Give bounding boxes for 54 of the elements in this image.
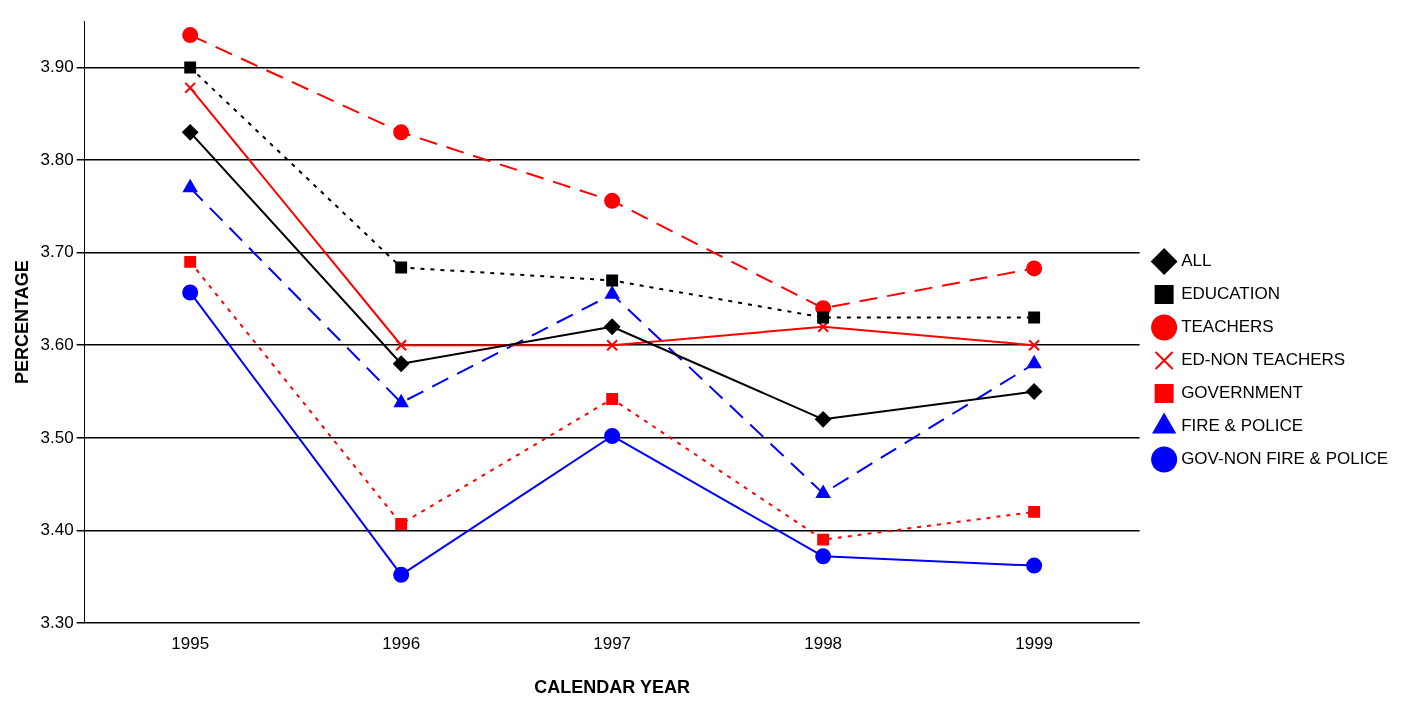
point <box>606 274 619 287</box>
point <box>1026 383 1043 400</box>
x-tick-label: 1995 <box>171 633 210 653</box>
point <box>395 261 408 274</box>
point <box>1028 339 1041 352</box>
point <box>604 318 621 335</box>
point <box>604 427 621 444</box>
point <box>605 286 620 299</box>
point <box>393 566 410 583</box>
legend-label: GOV-NON FIRE & POLICE <box>1181 449 1388 469</box>
point <box>816 485 831 498</box>
x-tick-label: 1996 <box>382 633 421 653</box>
y-tick-label: 3.60 <box>40 334 74 354</box>
y-axis-title: PERCENTAGE <box>11 260 32 384</box>
point <box>184 255 197 268</box>
point <box>393 124 410 141</box>
point <box>817 533 830 546</box>
point <box>1026 557 1043 574</box>
legend-label: ED-NON TEACHERS <box>1181 350 1346 370</box>
point <box>182 284 199 301</box>
x-tick-label: 1999 <box>1015 633 1054 653</box>
point <box>182 124 199 141</box>
y-tick-label: 3.80 <box>40 149 74 169</box>
legend-label: ALL <box>1181 251 1212 271</box>
legend-label: TEACHERS <box>1181 317 1274 337</box>
point <box>815 411 832 428</box>
point <box>1028 505 1041 518</box>
point <box>817 311 830 324</box>
y-tick-label: 3.40 <box>40 520 74 540</box>
point <box>606 339 619 352</box>
point <box>395 339 408 352</box>
point <box>604 192 621 209</box>
point <box>182 27 199 44</box>
x-tick-label: 1998 <box>804 633 843 653</box>
point <box>815 548 832 565</box>
point <box>395 517 408 530</box>
point <box>184 61 197 74</box>
x-axis-title: CALENDAR YEAR <box>534 677 690 698</box>
legend-label: FIRE & POLICE <box>1181 416 1303 436</box>
point <box>1026 260 1043 277</box>
point <box>1027 355 1042 369</box>
legend-label: GOVERNMENT <box>1181 383 1303 403</box>
point <box>394 394 409 408</box>
point <box>183 179 198 193</box>
x-tick-label: 1997 <box>593 633 632 653</box>
point <box>1028 311 1041 324</box>
point <box>184 81 197 94</box>
y-tick-label: 3.50 <box>40 427 74 447</box>
point <box>393 355 410 372</box>
y-tick-label: 3.70 <box>40 242 74 262</box>
y-tick-label: 3.30 <box>40 612 74 632</box>
point <box>606 393 619 405</box>
y-tick-label: 3.90 <box>40 57 74 77</box>
legend-label: EDUCATION <box>1181 284 1280 304</box>
